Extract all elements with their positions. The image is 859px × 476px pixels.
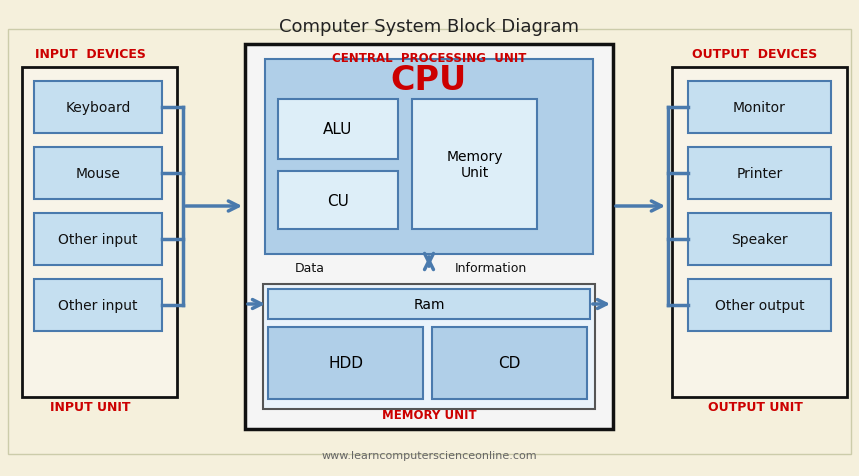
Bar — [278, 100, 398, 159]
Text: Keyboard: Keyboard — [65, 101, 131, 115]
Text: CENTRAL  PROCESSING  UNIT: CENTRAL PROCESSING UNIT — [332, 52, 527, 65]
Bar — [268, 289, 590, 319]
Bar — [34, 148, 162, 199]
Bar — [432, 327, 587, 399]
Bar — [688, 214, 831, 266]
Bar — [412, 100, 537, 229]
Text: Speaker: Speaker — [731, 232, 788, 247]
Bar — [688, 148, 831, 199]
Bar — [688, 82, 831, 134]
Text: Other input: Other input — [58, 298, 137, 312]
Bar — [22, 68, 177, 397]
Bar — [672, 68, 847, 397]
Text: Printer: Printer — [736, 167, 783, 180]
Text: Data: Data — [295, 261, 325, 274]
Text: Computer System Block Diagram: Computer System Block Diagram — [279, 18, 579, 36]
Text: Information: Information — [455, 261, 527, 274]
Text: www.learncomputerscienceonline.com: www.learncomputerscienceonline.com — [321, 450, 537, 460]
Bar — [34, 214, 162, 266]
Bar — [34, 82, 162, 134]
Text: Monitor: Monitor — [733, 101, 786, 115]
Text: Other input: Other input — [58, 232, 137, 247]
Bar — [34, 279, 162, 331]
Bar — [8, 30, 851, 454]
Bar — [245, 45, 613, 429]
Text: CD: CD — [498, 356, 521, 371]
Bar — [688, 279, 831, 331]
Text: Ram: Ram — [413, 298, 445, 311]
Text: Memory
Unit: Memory Unit — [446, 149, 503, 180]
Bar — [278, 172, 398, 229]
Text: MEMORY UNIT: MEMORY UNIT — [381, 408, 476, 421]
Text: CPU: CPU — [391, 63, 467, 96]
Text: INPUT UNIT: INPUT UNIT — [50, 401, 131, 414]
Text: OUTPUT  DEVICES: OUTPUT DEVICES — [692, 49, 818, 61]
Text: CU: CU — [327, 193, 349, 208]
Bar — [265, 60, 593, 255]
Text: HDD: HDD — [328, 356, 363, 371]
Text: ALU: ALU — [323, 122, 353, 137]
Text: INPUT  DEVICES: INPUT DEVICES — [34, 49, 145, 61]
Text: OUTPUT UNIT: OUTPUT UNIT — [708, 401, 802, 414]
Bar — [263, 284, 595, 409]
Bar — [268, 327, 423, 399]
Text: Other output: Other output — [715, 298, 804, 312]
Text: Mouse: Mouse — [76, 167, 120, 180]
